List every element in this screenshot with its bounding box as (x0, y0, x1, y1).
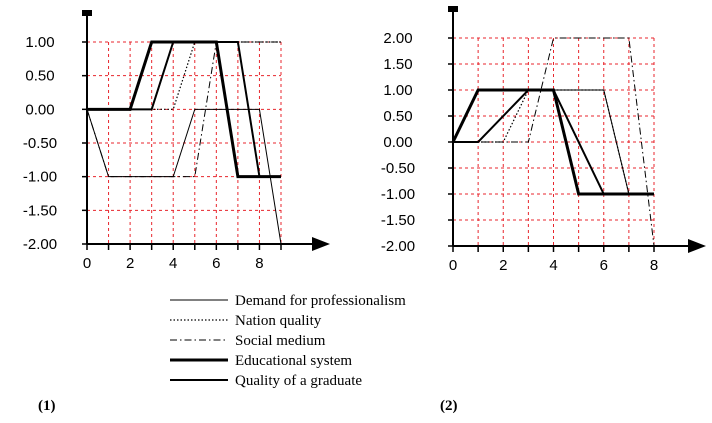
legend-item: Nation quality (170, 313, 322, 329)
x-axis-arrow-icon (312, 237, 330, 251)
y-tick-label: -2.00 (23, 236, 57, 253)
panel-label-1: (1) (38, 398, 56, 414)
x-tick-label: 6 (600, 257, 608, 274)
legend-label: Quality of a graduate (235, 373, 362, 389)
series-line-quality-of-a-graduate (87, 41, 281, 178)
y-axis-cap (448, 6, 458, 12)
chart-panel-2: 0 2 4 6 8 2.00 1.50 1.00 0.50 0.00 -0.50 -1.00 -1.50… (381, 6, 706, 274)
series-line-nation-quality (87, 41, 281, 110)
y-tick-label: 2.00 (383, 30, 412, 47)
y-tick-label: -2.00 (381, 238, 415, 255)
y-tick-label: -1.00 (381, 186, 415, 203)
y-tick-label: 1.00 (25, 34, 54, 51)
y-tick-label: 0.50 (25, 68, 54, 85)
x-axis-arrow-icon (688, 239, 706, 253)
y-tick-label: 1.50 (383, 56, 412, 73)
panel-label-2: (2) (440, 398, 458, 414)
legend-item: Social medium (170, 333, 326, 349)
series-line-quality-of-a-graduate (453, 89, 654, 195)
legend-label: Social medium (235, 333, 326, 349)
y-tick-label: 0.00 (383, 134, 412, 151)
x-tick-label: 0 (83, 255, 91, 272)
y-tick-label: -0.50 (381, 160, 415, 177)
legend-label: Demand for professionalism (235, 293, 406, 309)
legend-label: Nation quality (235, 313, 322, 329)
x-tick-label: 8 (650, 257, 658, 274)
chart-panel-1: 0 2 4 6 8 1.00 0.50 0.00 -0.50 -1.00 -1.50 -2.00 (23, 10, 330, 272)
legend-label: Educational system (235, 353, 352, 369)
series-line-social-medium (453, 37, 655, 247)
legend-item: Quality of a graduate (170, 373, 362, 389)
x-tick-label: 4 (169, 255, 177, 272)
x-tick-label: 2 (499, 257, 507, 274)
x-tick-label: 0 (449, 257, 457, 274)
legend-item: Demand for professionalism (170, 293, 406, 309)
y-tick-label: 1.00 (383, 82, 412, 99)
y-tick-label: 0.00 (25, 101, 54, 118)
legend-item: Educational system (170, 353, 352, 369)
legend: Demand for professionalism Nation quality… (170, 293, 406, 389)
x-tick-label: 2 (126, 255, 134, 272)
y-tick-label: 0.50 (383, 108, 412, 125)
series-line-social-medium (86, 41, 281, 178)
y-tick-label: -1.50 (381, 212, 415, 229)
x-tick-label: 6 (212, 255, 220, 272)
y-tick-label: -1.00 (23, 169, 57, 186)
y-tick-label: -0.50 (23, 135, 57, 152)
y-tick-label: -1.50 (23, 202, 57, 219)
y-axis-cap (82, 10, 92, 16)
x-tick-label: 4 (549, 257, 557, 274)
x-tick-label: 8 (255, 255, 263, 272)
